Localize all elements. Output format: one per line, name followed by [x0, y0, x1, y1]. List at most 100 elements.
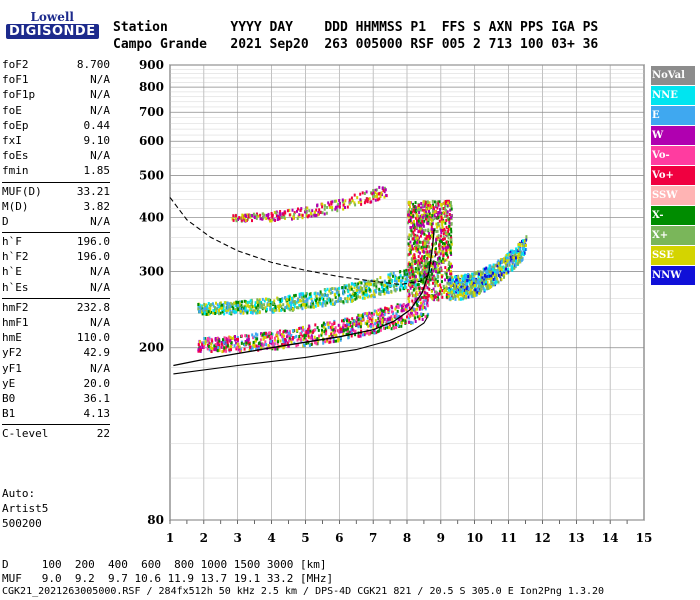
echo-point [417, 250, 420, 254]
echo-point [221, 310, 224, 313]
echo-point [411, 270, 414, 274]
echo-point [401, 318, 404, 322]
echo-point [419, 257, 422, 261]
echo-point [324, 289, 327, 293]
echo-point [330, 302, 333, 306]
echo-point [410, 249, 412, 253]
echo-point [303, 343, 305, 347]
echo-point [298, 327, 301, 330]
echo-point [407, 213, 410, 217]
echo-point [250, 302, 253, 306]
echo-point [357, 318, 360, 322]
echo-point [342, 203, 345, 207]
param-key: D [2, 214, 9, 228]
echo-point [417, 259, 420, 263]
echo-point [437, 284, 440, 288]
param-value: N/A [90, 361, 110, 375]
echo-point [441, 229, 444, 232]
echo-point [425, 204, 428, 208]
echo-point [505, 254, 508, 258]
footer-distance-row: D 100 200 400 600 800 1000 1500 3000 [km… [2, 558, 327, 571]
echo-point [305, 341, 308, 345]
echo-point [271, 332, 274, 336]
echo-point [481, 276, 484, 280]
echo-point [417, 219, 420, 223]
echo-point [290, 303, 292, 307]
echo-point [467, 287, 470, 291]
echo-point [404, 277, 407, 281]
echo-point [444, 207, 447, 211]
echo-point [317, 303, 320, 307]
echo-point [318, 293, 321, 297]
echo-point [277, 297, 280, 301]
echo-point [346, 329, 349, 333]
echo-point [409, 244, 412, 248]
echo-point [415, 292, 417, 296]
echo-point [421, 304, 424, 308]
echo-point [521, 244, 524, 247]
echo-point [347, 321, 350, 325]
echo-point [322, 341, 325, 345]
echo-point [331, 298, 334, 302]
echo-point [291, 217, 293, 221]
echo-point [354, 333, 357, 337]
echo-point [344, 199, 347, 203]
echo-point [411, 321, 414, 325]
echo-point [472, 277, 475, 281]
echo-point [412, 288, 415, 292]
echo-point [419, 273, 422, 277]
param-key: yF1 [2, 361, 22, 375]
echo-point [491, 276, 494, 280]
echo-point [279, 212, 282, 216]
echo-point [329, 325, 332, 329]
echo-point [353, 330, 356, 334]
echo-point [219, 302, 222, 306]
echo-point [310, 343, 313, 346]
echo-point [205, 312, 208, 316]
echo-point [240, 334, 243, 338]
echo-point [370, 282, 372, 286]
echo-point [420, 245, 423, 249]
echo-point [335, 199, 338, 203]
echo-point [426, 244, 429, 248]
echo-point [331, 287, 334, 291]
param-key: foF2 [2, 58, 29, 71]
echo-point [361, 296, 364, 300]
echo-point [456, 280, 459, 284]
echo-point [378, 287, 381, 291]
echo-point [361, 317, 364, 321]
echo-point [457, 291, 460, 295]
echo-point [288, 208, 291, 212]
echo-point [447, 230, 450, 234]
echo-point [330, 202, 333, 206]
echo-point [350, 196, 353, 200]
echo-point [434, 210, 437, 214]
echo-point [419, 229, 422, 233]
echo-point [372, 189, 375, 192]
echo-point [415, 296, 418, 300]
echo-point [286, 297, 289, 301]
echo-point [379, 194, 382, 198]
y-tick-label: 200 [139, 341, 164, 355]
echo-point [426, 235, 429, 238]
echo-point [473, 294, 476, 297]
footer-file-info: CGK21_2021263005000.RSF / 284fx512h 50 k… [2, 586, 605, 597]
echo-point [380, 191, 383, 195]
echo-point [426, 253, 429, 257]
echo-point [514, 262, 517, 266]
echo-point [411, 278, 414, 282]
echo-point [374, 194, 377, 198]
echo-point [454, 287, 457, 290]
echo-point [347, 288, 350, 292]
echo-point [363, 279, 366, 283]
echo-point [496, 277, 499, 281]
echo-point [208, 341, 211, 345]
echo-point [431, 264, 434, 268]
echo-point [483, 288, 486, 292]
echo-point [392, 312, 395, 316]
echo-point [445, 225, 448, 229]
echo-point [423, 286, 426, 290]
echo-point [420, 261, 423, 264]
echo-point [322, 301, 324, 305]
echo-point [423, 239, 426, 243]
